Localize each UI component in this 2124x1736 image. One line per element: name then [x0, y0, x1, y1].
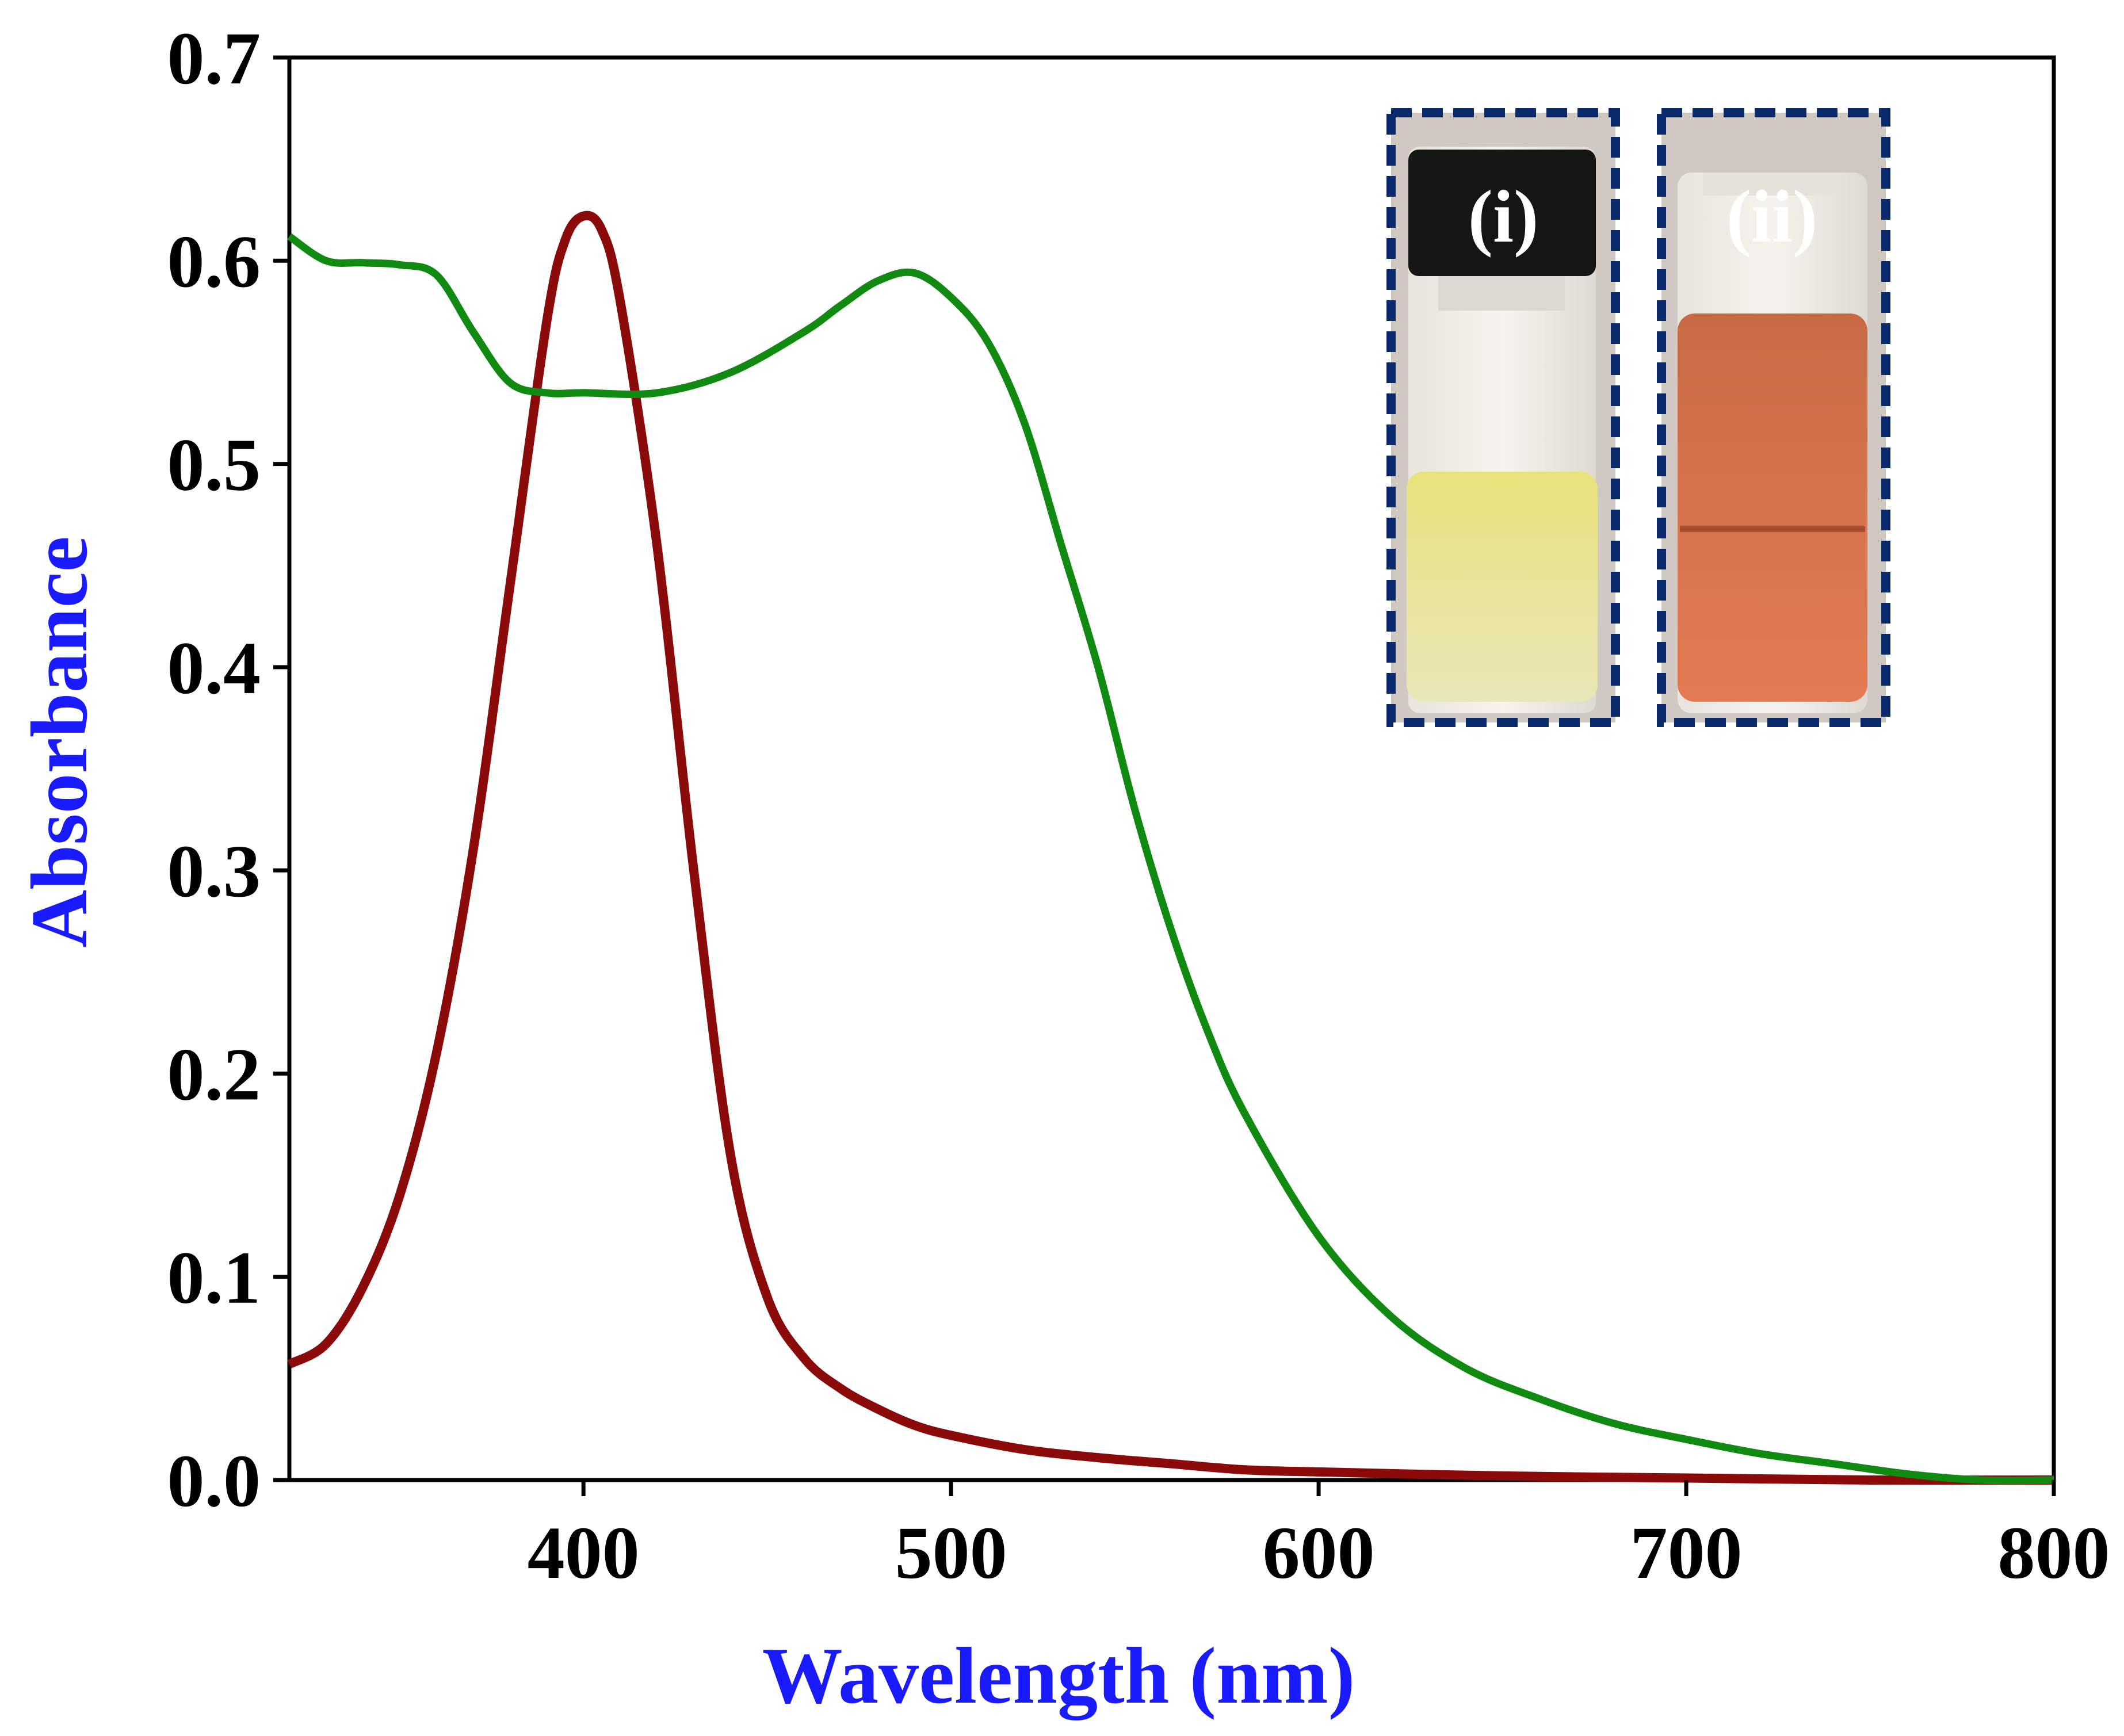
series-line-red	[287, 211, 2054, 1485]
y-tick-label: 0.2	[167, 1033, 261, 1116]
y-tick-label: 0.6	[167, 220, 261, 303]
y-tick-label: 0.0	[167, 1440, 261, 1523]
x-tick-label: 700	[1630, 1512, 1743, 1594]
x-tick-label: 800	[1998, 1512, 2110, 1594]
plot-frame	[287, 55, 2056, 1482]
y-tick-label: 0.5	[167, 424, 261, 507]
inset-label-i: (i)	[1468, 175, 1539, 258]
y-tick-label: 0.3	[167, 830, 261, 913]
y-tick-label: 0.1	[167, 1237, 261, 1320]
x-tick-label: 600	[1263, 1512, 1375, 1594]
y-axis-title: Absorbance	[15, 536, 104, 948]
tick-layer: 400 500 600 700 800 0.0 0.1 0.2 0.3 0.4 0.5 0.6 0.7	[167, 17, 2110, 1594]
x-axis-title: Wavelength (nm)	[762, 1631, 1355, 1720]
inset-photo-i: (i)	[1386, 108, 1620, 727]
x-tick-label: 400	[528, 1512, 640, 1594]
y-tick-label: 0.7	[167, 17, 261, 100]
x-tick-label: 500	[895, 1512, 1007, 1594]
inset-photo-ii: (ii)	[1657, 108, 1890, 727]
series-layer	[287, 211, 2054, 1485]
series-line-green	[287, 233, 2054, 1485]
inset-label-ii: (ii)	[1726, 175, 1818, 258]
y-tick-label: 0.4	[167, 627, 261, 710]
